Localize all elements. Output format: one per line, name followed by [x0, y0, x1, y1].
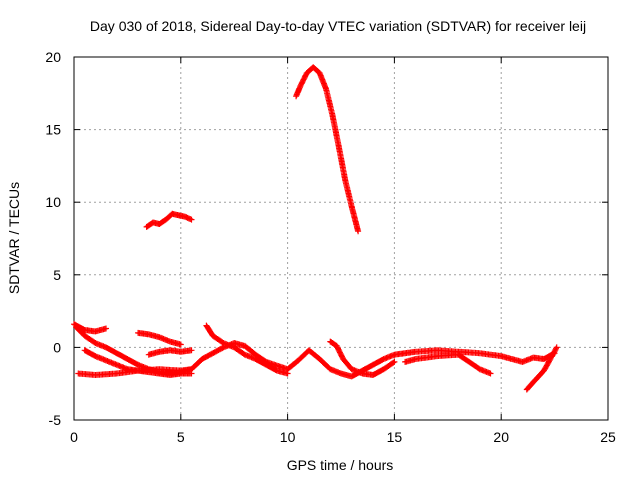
series-markers [523, 344, 560, 393]
x-tick-label: 20 [493, 429, 509, 445]
series-track-f [145, 347, 195, 358]
y-tick-label: -5 [49, 412, 62, 428]
series-markers [203, 322, 291, 377]
x-tick-label: 15 [387, 429, 403, 445]
y-axis-label: SDTVAR / TECUs [6, 182, 22, 294]
series-track-h [327, 338, 398, 378]
y-tick-label: 5 [53, 267, 61, 283]
series-markers [293, 64, 362, 235]
grid [74, 57, 608, 420]
series-track-j [523, 344, 560, 393]
y-tick-label: 10 [45, 194, 61, 210]
chart-title: Day 030 of 2018, Sidereal Day-to-day VTE… [90, 18, 586, 34]
series-track-d [81, 347, 195, 378]
series-track-k [143, 210, 195, 230]
series-markers [81, 347, 195, 378]
x-tick-label: 25 [600, 429, 616, 445]
series-track-g [203, 322, 291, 377]
series-track-l [293, 64, 362, 235]
series-track-i [402, 351, 494, 377]
x-tick-labels: 0 5 10 15 20 25 [70, 429, 616, 445]
series-markers [145, 347, 195, 358]
x-tick-label: 0 [70, 429, 78, 445]
axis-ticks [73, 56, 609, 421]
data-points [71, 64, 560, 393]
x-tick-label: 5 [177, 429, 185, 445]
series-markers [135, 329, 184, 348]
y-tick-label: 20 [45, 49, 61, 65]
plot-frame [73, 56, 609, 421]
series-track-e [135, 329, 184, 348]
x-tick-label: 10 [280, 429, 296, 445]
y-tick-label: 0 [53, 339, 61, 355]
x-axis-label: GPS time / hours [287, 457, 394, 473]
y-tick-labels: -5 0 5 10 15 20 [45, 49, 61, 428]
y-tick-label: 15 [45, 122, 61, 138]
series-markers [327, 338, 398, 378]
series-markers [402, 351, 494, 377]
series-markers [143, 210, 195, 230]
